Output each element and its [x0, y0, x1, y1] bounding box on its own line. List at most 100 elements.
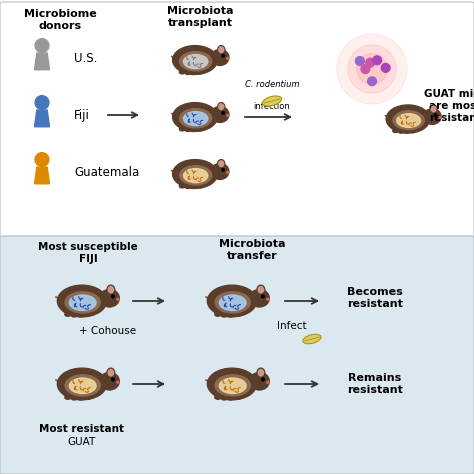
- Ellipse shape: [250, 373, 269, 390]
- Ellipse shape: [191, 127, 198, 131]
- Text: U.S.: U.S.: [74, 52, 97, 64]
- Ellipse shape: [69, 378, 96, 393]
- Ellipse shape: [57, 368, 107, 400]
- Ellipse shape: [263, 96, 282, 106]
- Ellipse shape: [108, 370, 113, 376]
- Circle shape: [111, 295, 114, 298]
- Text: C. rodentium: C. rodentium: [245, 80, 299, 89]
- FancyBboxPatch shape: [0, 2, 474, 238]
- Ellipse shape: [303, 334, 321, 344]
- Ellipse shape: [430, 105, 437, 113]
- Circle shape: [117, 298, 119, 301]
- Circle shape: [262, 295, 264, 298]
- Ellipse shape: [393, 111, 424, 129]
- Circle shape: [222, 169, 225, 171]
- Ellipse shape: [183, 169, 208, 182]
- Ellipse shape: [219, 104, 224, 109]
- FancyArrowPatch shape: [56, 297, 61, 301]
- Ellipse shape: [211, 164, 229, 180]
- Ellipse shape: [65, 311, 73, 316]
- Circle shape: [434, 114, 437, 116]
- Ellipse shape: [207, 368, 256, 400]
- Circle shape: [267, 298, 269, 301]
- Text: + Cohouse: + Cohouse: [80, 326, 137, 336]
- Ellipse shape: [218, 160, 225, 168]
- Circle shape: [35, 39, 49, 53]
- Ellipse shape: [191, 184, 198, 189]
- Ellipse shape: [197, 69, 204, 74]
- Ellipse shape: [219, 378, 246, 393]
- FancyArrowPatch shape: [206, 380, 211, 383]
- Polygon shape: [35, 167, 49, 184]
- Circle shape: [117, 381, 119, 383]
- Circle shape: [373, 56, 382, 65]
- FancyArrowPatch shape: [172, 114, 176, 116]
- Ellipse shape: [207, 285, 256, 317]
- Circle shape: [35, 96, 49, 109]
- Circle shape: [356, 54, 387, 84]
- Ellipse shape: [65, 292, 100, 313]
- Ellipse shape: [386, 105, 430, 133]
- Ellipse shape: [424, 109, 441, 124]
- Ellipse shape: [179, 69, 186, 74]
- Text: GUAT mice
are most
resistant: GUAT mice are most resistant: [424, 89, 474, 123]
- Circle shape: [368, 77, 376, 86]
- Ellipse shape: [410, 128, 417, 133]
- Ellipse shape: [183, 55, 208, 69]
- Ellipse shape: [250, 290, 269, 307]
- Text: GUAT: GUAT: [68, 437, 96, 447]
- Text: Fiji: Fiji: [74, 109, 90, 121]
- Text: Most susceptible
FIJI: Most susceptible FIJI: [38, 242, 138, 264]
- Circle shape: [111, 378, 114, 381]
- Circle shape: [222, 111, 225, 114]
- Ellipse shape: [258, 370, 264, 376]
- Ellipse shape: [257, 368, 265, 377]
- Ellipse shape: [57, 285, 107, 317]
- Circle shape: [267, 381, 269, 383]
- Text: Microbiota
transfer: Microbiota transfer: [219, 239, 285, 261]
- Ellipse shape: [84, 394, 92, 399]
- Circle shape: [35, 153, 49, 166]
- Ellipse shape: [173, 46, 218, 74]
- Ellipse shape: [191, 70, 198, 74]
- FancyArrowPatch shape: [172, 171, 176, 173]
- Ellipse shape: [221, 395, 229, 400]
- Ellipse shape: [100, 373, 119, 390]
- Ellipse shape: [219, 161, 224, 167]
- Circle shape: [262, 378, 264, 381]
- Text: Becomes
resistant: Becomes resistant: [347, 287, 403, 309]
- Circle shape: [439, 117, 441, 118]
- Text: Infect: Infect: [277, 321, 307, 331]
- Ellipse shape: [180, 109, 211, 128]
- Ellipse shape: [218, 102, 225, 111]
- Ellipse shape: [107, 368, 115, 377]
- Ellipse shape: [100, 290, 119, 307]
- Polygon shape: [35, 53, 49, 70]
- Ellipse shape: [179, 126, 186, 131]
- Ellipse shape: [397, 114, 420, 128]
- Ellipse shape: [228, 395, 235, 400]
- Text: Guatemala: Guatemala: [74, 165, 139, 179]
- Ellipse shape: [84, 311, 92, 316]
- Circle shape: [366, 58, 374, 67]
- Ellipse shape: [107, 285, 115, 294]
- Ellipse shape: [258, 287, 264, 293]
- Ellipse shape: [71, 395, 79, 400]
- Ellipse shape: [221, 312, 229, 317]
- Text: Most resistant: Most resistant: [39, 424, 125, 434]
- FancyArrowPatch shape: [56, 380, 61, 383]
- Ellipse shape: [183, 111, 208, 126]
- Circle shape: [227, 114, 228, 116]
- Ellipse shape: [431, 106, 436, 112]
- Ellipse shape: [399, 128, 405, 133]
- Ellipse shape: [235, 311, 242, 316]
- Ellipse shape: [211, 107, 229, 122]
- Circle shape: [361, 64, 370, 73]
- Ellipse shape: [257, 285, 265, 294]
- Ellipse shape: [197, 183, 204, 188]
- Circle shape: [227, 57, 228, 59]
- Ellipse shape: [197, 126, 204, 131]
- Ellipse shape: [173, 102, 218, 131]
- Ellipse shape: [65, 375, 100, 396]
- Ellipse shape: [218, 46, 225, 54]
